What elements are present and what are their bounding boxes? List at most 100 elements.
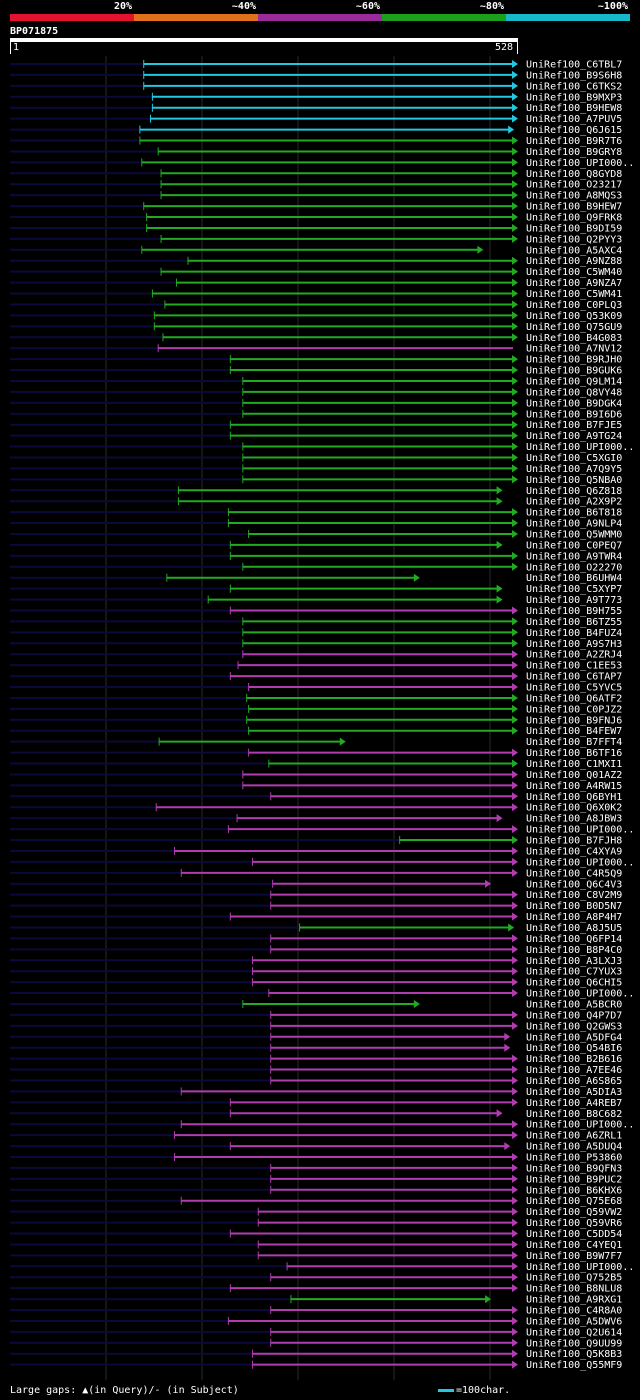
hit-label[interactable]: UniRef100_Q2GWS3 (526, 1021, 622, 1032)
hit-row[interactable]: UniRef100_Q8VY48 (10, 387, 622, 398)
hit-label[interactable]: UniRef100_A5DUQ4 (526, 1142, 622, 1153)
hit-label[interactable]: UniRef100_Q01AZ2 (526, 770, 622, 781)
hit-label[interactable]: UniRef100_Q75E68 (526, 1196, 622, 1207)
hit-row[interactable]: UniRef100_UPI000.. (10, 158, 634, 169)
hit-row[interactable]: UniRef100_B6TF16 (10, 748, 622, 759)
hit-label[interactable]: UniRef100_Q55MF9 (526, 1360, 622, 1371)
hit-label[interactable]: UniRef100_Q6ATF2 (526, 693, 622, 704)
hit-label[interactable]: UniRef100_B6TZ55 (526, 617, 622, 628)
hit-label[interactable]: UniRef100_B4FUZ4 (526, 628, 622, 639)
hit-row[interactable]: UniRef100_Q75E68 (10, 1196, 622, 1207)
hit-row[interactable]: UniRef100_C4YEQ1 (10, 1240, 622, 1251)
hit-row[interactable]: UniRef100_B9FNJ6 (10, 715, 622, 726)
hit-row[interactable]: UniRef100_Q4P7D7 (10, 1010, 622, 1021)
hit-row[interactable]: UniRef100_B9I6D6 (10, 409, 622, 420)
hit-label[interactable]: UniRef100_C6TAP7 (526, 672, 622, 683)
hit-label[interactable]: UniRef100_B7FJE5 (526, 420, 622, 431)
hit-row[interactable]: UniRef100_B9DI59 (10, 223, 622, 234)
hit-row[interactable]: UniRef100_C7YUX3 (10, 967, 622, 978)
hit-label[interactable]: UniRef100_A5AXC4 (526, 245, 622, 256)
hit-row[interactable]: UniRef100_B4FUZ4 (10, 628, 622, 639)
hit-label[interactable]: UniRef100_B9HEW7 (526, 202, 622, 213)
hit-row[interactable]: UniRef100_B8NLU8 (10, 1284, 622, 1295)
hit-label[interactable]: UniRef100_B4G083 (526, 333, 622, 344)
hit-row[interactable]: UniRef100_UPI000.. (10, 825, 634, 836)
hit-row[interactable]: UniRef100_Q53K09 (10, 311, 622, 322)
hit-row[interactable]: UniRef100_C0PEQ7 (10, 540, 622, 551)
hit-label[interactable]: UniRef100_A2X9P2 (526, 497, 622, 508)
hit-row[interactable]: UniRef100_C4R5Q9 (10, 868, 622, 879)
hit-label[interactable]: UniRef100_A8P4H7 (526, 912, 622, 923)
hit-label[interactable]: UniRef100_C4R8A0 (526, 1306, 622, 1317)
hit-row[interactable]: UniRef100_B9H755 (10, 606, 622, 617)
hit-row[interactable]: UniRef100_Q75GU9 (10, 322, 622, 333)
hit-label[interactable]: UniRef100_B9HEW8 (526, 103, 622, 114)
hit-label[interactable]: UniRef100_Q8GYD8 (526, 169, 622, 180)
hit-row[interactable]: UniRef100_A9TG24 (10, 431, 622, 442)
hit-row[interactable]: UniRef100_C4XYA9 (10, 846, 622, 857)
hit-row[interactable]: UniRef100_A8MQS3 (10, 191, 622, 202)
hit-label[interactable]: UniRef100_Q6FP14 (526, 934, 622, 945)
hit-row[interactable]: UniRef100_Q6BYH1 (10, 792, 622, 803)
hit-row[interactable]: UniRef100_P53860 (10, 1153, 622, 1164)
hit-label[interactable]: UniRef100_B9FNJ6 (526, 715, 622, 726)
hit-label[interactable]: UniRef100_UPI000.. (526, 1120, 634, 1131)
hit-row[interactable]: UniRef100_Q9LM14 (10, 376, 622, 387)
hit-label[interactable]: UniRef100_A7PUV5 (526, 114, 622, 125)
hit-label[interactable]: UniRef100_B9PUC2 (526, 1174, 622, 1185)
hit-label[interactable]: UniRef100_Q5K8B3 (526, 1349, 622, 1360)
hit-row[interactable]: UniRef100_Q6ATF2 (10, 693, 622, 704)
hit-row[interactable]: UniRef100_A9TWR4 (10, 551, 622, 562)
hit-row[interactable]: UniRef100_C0PJZ2 (10, 704, 622, 715)
hit-row[interactable]: UniRef100_A8P4H7 (10, 912, 622, 923)
hit-row[interactable]: UniRef100_Q2PYY3 (10, 234, 622, 245)
hit-label[interactable]: UniRef100_UPI000.. (526, 825, 634, 836)
hit-row[interactable]: UniRef100_B9RJH0 (10, 355, 622, 366)
hit-label[interactable]: UniRef100_A8J5U5 (526, 923, 622, 934)
hit-label[interactable]: UniRef100_O22270 (526, 562, 622, 573)
hit-label[interactable]: UniRef100_UPI000.. (526, 989, 634, 1000)
hit-label[interactable]: UniRef100_A3LXJ3 (526, 956, 622, 967)
hit-label[interactable]: UniRef100_A9NZ88 (526, 256, 622, 267)
hit-label[interactable]: UniRef100_C5DD54 (526, 1229, 622, 1240)
hit-label[interactable]: UniRef100_B6UHW4 (526, 573, 622, 584)
hit-label[interactable]: UniRef100_A9NZA7 (526, 278, 622, 289)
hit-row[interactable]: UniRef100_C1EE53 (10, 661, 622, 672)
hit-row[interactable]: UniRef100_A5DFG4 (10, 1032, 622, 1043)
hit-row[interactable]: UniRef100_Q54BI6 (10, 1043, 622, 1054)
hit-label[interactable]: UniRef100_B0D5N7 (526, 901, 622, 912)
hit-row[interactable]: UniRef100_Q6FP14 (10, 934, 622, 945)
hit-row[interactable]: UniRef100_C6TBL7 (10, 60, 622, 71)
hit-row[interactable]: UniRef100_A4REB7 (10, 1098, 622, 1109)
hit-row[interactable]: UniRef100_A5DUQ4 (10, 1142, 622, 1153)
hit-row[interactable]: UniRef100_UPI000.. (10, 1262, 634, 1273)
hit-label[interactable]: UniRef100_Q2U614 (526, 1327, 622, 1338)
hit-row[interactable]: UniRef100_B9HEW8 (10, 103, 622, 114)
hit-row[interactable]: UniRef100_C0PLQ3 (10, 300, 622, 311)
hit-row[interactable]: UniRef100_B4FEW7 (10, 726, 622, 737)
hit-label[interactable]: UniRef100_A7NV12 (526, 344, 622, 355)
hit-row[interactable]: UniRef100_A9NZA7 (10, 278, 622, 289)
hit-label[interactable]: UniRef100_C5WM40 (526, 267, 622, 278)
hit-label[interactable]: UniRef100_Q6Z818 (526, 486, 622, 497)
hit-row[interactable]: UniRef100_UPI000.. (10, 442, 634, 453)
hit-label[interactable]: UniRef100_B9I6D6 (526, 409, 622, 420)
hit-row[interactable]: UniRef100_A9NLP4 (10, 519, 622, 530)
hit-label[interactable]: UniRef100_A5BCR0 (526, 999, 622, 1010)
hit-label[interactable]: UniRef100_Q6C4V3 (526, 879, 622, 890)
hit-label[interactable]: UniRef100_B7FJH8 (526, 836, 622, 847)
hit-label[interactable]: UniRef100_C5WM41 (526, 289, 622, 300)
hit-row[interactable]: UniRef100_C5XGI0 (10, 453, 622, 464)
hit-row[interactable]: UniRef100_B2B616 (10, 1054, 622, 1065)
hit-label[interactable]: UniRef100_Q75GU9 (526, 322, 622, 333)
hit-row[interactable]: UniRef100_B0D5N7 (10, 901, 622, 912)
hit-row[interactable]: UniRef100_B8P4C0 (10, 945, 622, 956)
hit-label[interactable]: UniRef100_C5XYP7 (526, 584, 622, 595)
hit-row[interactable]: UniRef100_Q6X0K2 (10, 803, 622, 814)
hit-label[interactable]: UniRef100_A4REB7 (526, 1098, 622, 1109)
hit-row[interactable]: UniRef100_C5WM40 (10, 267, 622, 278)
hit-label[interactable]: UniRef100_A7Q9Y5 (526, 464, 622, 475)
hit-row[interactable]: UniRef100_B9GUK6 (10, 366, 622, 377)
hit-row[interactable]: UniRef100_A9S7H3 (10, 639, 622, 650)
hit-label[interactable]: UniRef100_C4XYA9 (526, 846, 622, 857)
